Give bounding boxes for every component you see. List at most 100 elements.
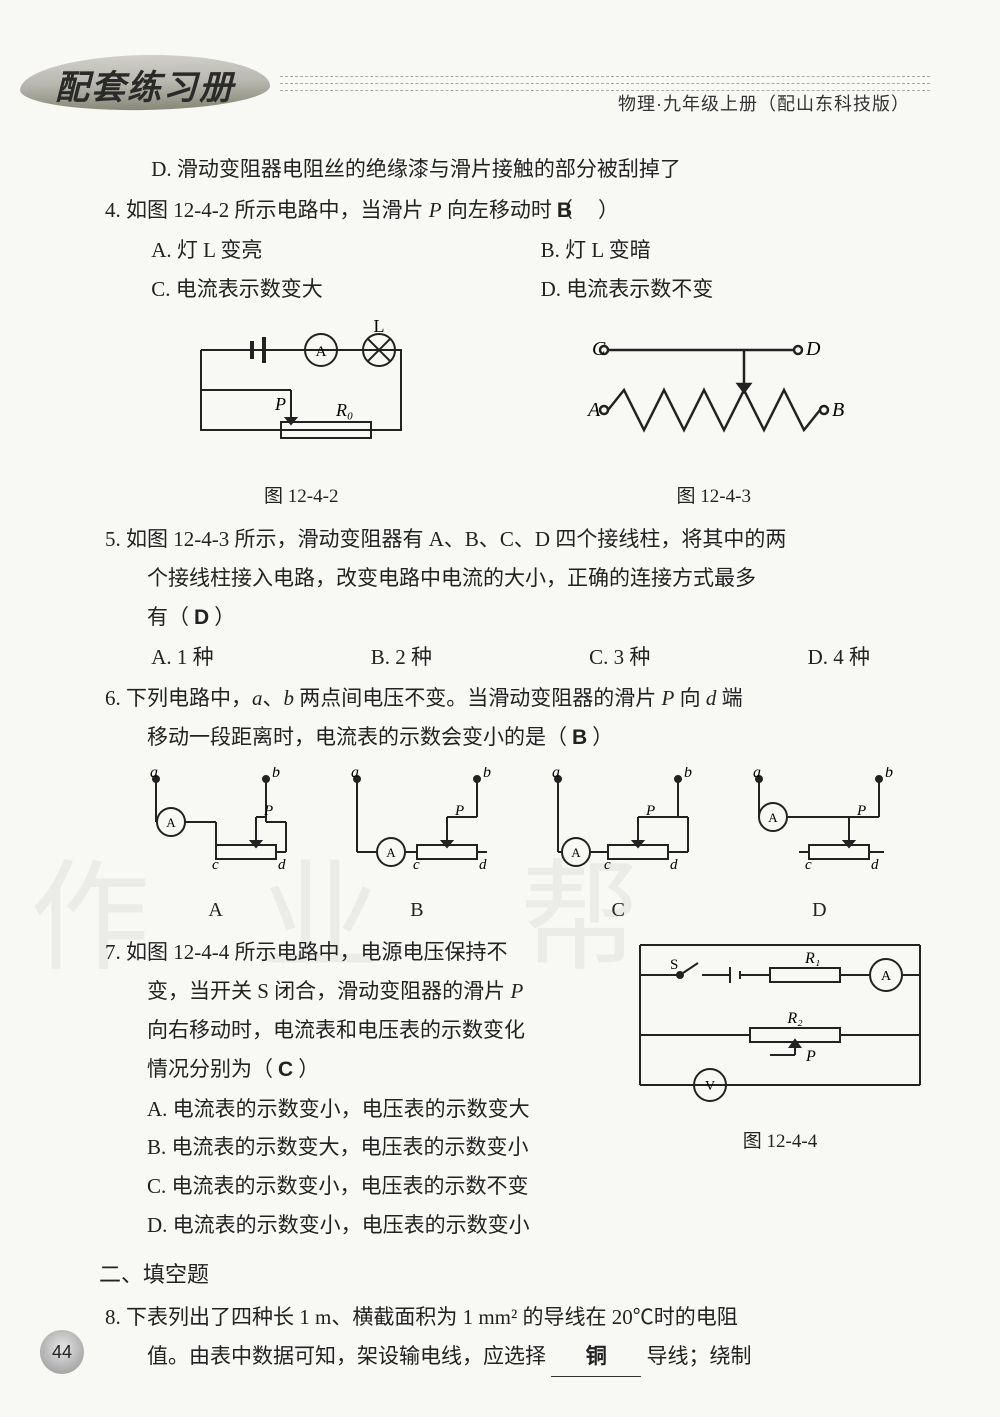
fig1-label-R0: R₀ — [335, 400, 353, 420]
q6-label-c: C — [518, 892, 719, 929]
q6-line1: 6. 下列电路中，a、b 两点间电压不变。当滑动变阻器的滑片 P 向 d 端 — [105, 679, 930, 718]
q8-line1: 8. 下表列出了四种长 1 m、横截面积为 1 mm² 的导线在 20℃时的电阻 — [105, 1298, 930, 1337]
q6-label-a: A — [115, 892, 316, 929]
q6c-p: P — [645, 803, 655, 819]
q6b-c: c — [413, 857, 420, 873]
q6a-d: d — [278, 857, 286, 873]
q6b-a: a — [351, 767, 359, 781]
q7f-v: V — [705, 1079, 715, 1094]
subject-line: 物理·九年级上册（配山东科技版） — [618, 90, 910, 116]
q4-stem-end: ） — [598, 198, 619, 222]
q6-l1e: 端 — [716, 686, 742, 710]
q6d-d: d — [871, 857, 879, 873]
q8-l2-suffix: 导线；绕制 — [647, 1344, 752, 1368]
fig2-caption: 图 12-4-3 — [564, 479, 864, 514]
q6d-b: b — [885, 767, 893, 781]
figure-12-4-3: C D A B 图 12-4-3 — [564, 320, 864, 514]
q6-l2-suffix: ） — [592, 725, 613, 749]
workbook-title: 配套练习册 — [55, 60, 235, 109]
q6-circuit-b: a b A P c d B — [316, 767, 517, 929]
fig1-label-P: P — [274, 394, 286, 414]
fig1-caption: 图 12-4-2 — [171, 479, 431, 514]
q4-stem: 4. 如图 12-4-2 所示电路中，当滑片 P 向左移动时（B） — [105, 191, 930, 231]
q5-answer: D — [189, 599, 214, 638]
q6a-a: a — [150, 767, 158, 781]
q6c-a: a — [552, 767, 560, 781]
q4-option-c: C. 电流表示数变大 — [151, 270, 540, 309]
fig2-label-C: C — [592, 338, 606, 360]
q6-v4: d — [706, 686, 717, 710]
q8-line2: 值。由表中数据可知，架设输电线，应选择 铜 导线；绕制 — [105, 1337, 930, 1378]
fig1-label-L: L — [374, 320, 385, 336]
q5-line1: 5. 如图 12-4-3 所示，滑动变阻器有 A、B、C、D 四个接线柱，将其中… — [105, 520, 930, 559]
q8-blank-answer: 铜 — [551, 1338, 641, 1378]
q7f-p: P — [805, 1048, 816, 1065]
q6-label-d: D — [719, 892, 920, 929]
q6b-am: A — [386, 845, 396, 860]
fig2-label-D: D — [805, 338, 821, 360]
q7-option-c: C. 电流表的示数变小，电压表的示数不变 — [105, 1167, 930, 1206]
figure-12-4-4: R₁ R₂ S P A V 图 12-4-4 — [620, 925, 940, 1159]
q6-label-b: B — [316, 892, 517, 929]
q4-var-p: P — [429, 198, 442, 222]
q6a-am: A — [166, 815, 176, 830]
q4-option-a: A. 灯 L 变亮 — [151, 231, 540, 270]
fig2-label-B: B — [832, 399, 844, 421]
q6-line2: 移动一段距离时，电流表的示数会变小的是（B） — [105, 718, 930, 758]
q6-l1d: 向 — [674, 686, 706, 710]
q6c-c: c — [604, 857, 611, 873]
q5-option-c: C. 3 种 — [589, 638, 650, 677]
q7-l4-suffix: ） — [298, 1057, 319, 1081]
fig1-label-A: A — [316, 344, 327, 360]
q3-option-d: D. 滑动变阻器电阻丝的绝缘漆与滑片接触的部分被刮掉了 — [105, 150, 930, 189]
q6a-b: b — [272, 767, 280, 781]
q4-option-b: B. 灯 L 变暗 — [541, 231, 930, 270]
q6d-am: A — [769, 810, 779, 825]
section-2-heading: 二、填空题 — [99, 1255, 930, 1296]
q6-circuit-d: a b A P c d D — [719, 767, 920, 929]
q5-line2: 个接线柱接入电路，改变电路中电流的大小，正确的连接方式最多 — [105, 559, 930, 598]
q4-stem-prefix: 4. 如图 12-4-2 所示电路中，当滑片 — [105, 198, 429, 222]
q6-circuit-a: a b A P c d A — [115, 767, 316, 929]
q6-circuit-c: a b A P c d C — [518, 767, 719, 929]
q6-v1: a — [252, 686, 263, 710]
q6c-d: d — [670, 857, 678, 873]
q7f-r2: R₂ — [786, 1010, 803, 1027]
q6a-c: c — [212, 857, 219, 873]
q6-answer: B — [567, 719, 592, 758]
q6-v2: b — [284, 686, 295, 710]
q7-l2a: 变，当开关 S 闭合，滑动变阻器的滑片 — [147, 979, 510, 1003]
q6c-am: A — [571, 845, 581, 860]
q4-stem-suffix: 向左移动时（ — [442, 198, 573, 222]
q8-l2-prefix: 值。由表中数据可知，架设输电线，应选择 — [147, 1344, 546, 1368]
q7f-r1: R₁ — [804, 950, 820, 967]
q5-option-b: B. 2 种 — [371, 638, 432, 677]
q6c-b: b — [684, 767, 692, 781]
q5-l3-suffix: ） — [214, 605, 235, 629]
q5-line3: 有（D） — [105, 598, 930, 638]
q4-option-d: D. 电流表示数不变 — [541, 270, 930, 309]
q5-option-d: D. 4 种 — [808, 638, 870, 677]
q7-answer: C — [273, 1051, 298, 1090]
q7-l2v: P — [510, 979, 523, 1003]
q6b-p: P — [454, 803, 464, 819]
q6-l1b: 、 — [263, 686, 284, 710]
q6d-c: c — [805, 857, 812, 873]
fig2-label-A: A — [586, 399, 601, 421]
q5-l3-prefix: 有（ — [147, 605, 189, 629]
q4-answer: B — [573, 192, 598, 231]
q6-l1a: 6. 下列电路中， — [105, 686, 252, 710]
q7-l4-prefix: 情况分别为（ — [147, 1057, 273, 1081]
q7f-a: A — [881, 969, 892, 984]
q6d-a: a — [753, 767, 761, 781]
q6-l2-prefix: 移动一段距离时，电流表的示数会变小的是（ — [147, 725, 567, 749]
q6d-p: P — [856, 803, 866, 819]
q7f-s: S — [670, 957, 678, 973]
q7-fig-caption: 图 12-4-4 — [620, 1124, 940, 1159]
q6-l1c: 两点间电压不变。当滑动变阻器的滑片 — [294, 686, 662, 710]
page-number: 44 — [40, 1330, 84, 1374]
q7-option-d: D. 电流表的示数变小，电压表的示数变小 — [105, 1206, 930, 1245]
figure-12-4-2: L A P R₀ 图 12-4-2 — [171, 320, 431, 514]
q6b-d: d — [479, 857, 487, 873]
q6-v3: P — [662, 686, 675, 710]
